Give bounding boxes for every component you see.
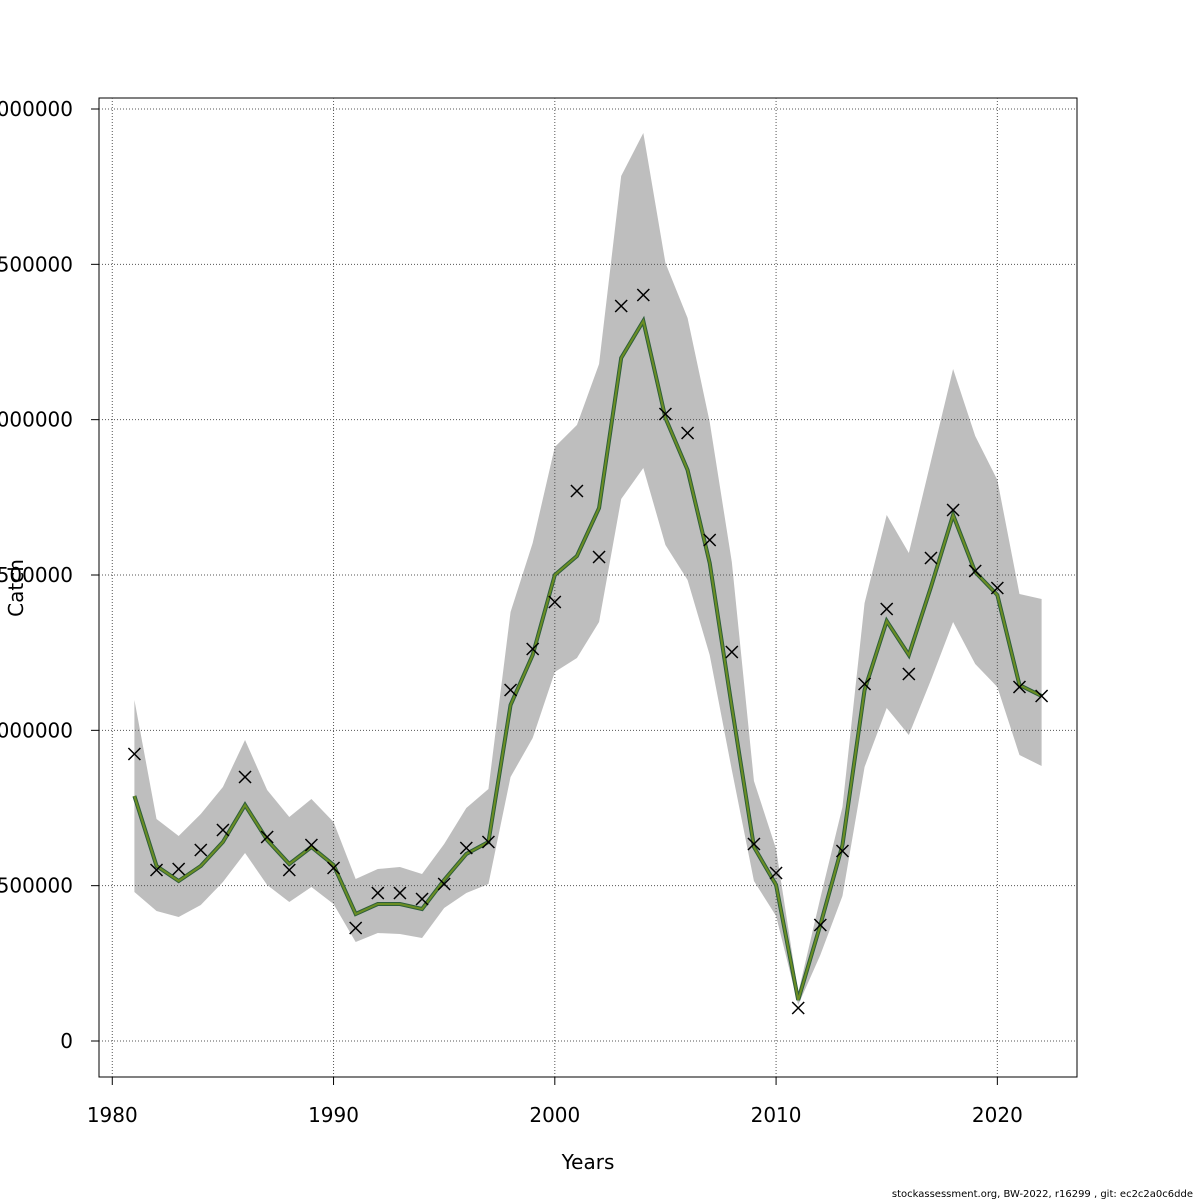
observed-point — [1035, 689, 1049, 703]
observed-point — [791, 1001, 805, 1015]
observed-point — [858, 677, 872, 691]
observed-point — [902, 667, 916, 681]
observed-point — [570, 484, 584, 498]
observed-point — [194, 843, 208, 857]
observed-point — [216, 823, 230, 837]
y-tick-label: 1000000 — [0, 718, 73, 742]
observed-point — [149, 863, 164, 877]
x-tick-label: 1990 — [308, 1103, 359, 1127]
footnote: stockassessment.org, BW-2022, r16299 , g… — [892, 1189, 1193, 1200]
observed-point — [371, 886, 385, 900]
fitted-line — [133, 318, 1043, 1001]
observed-point — [238, 770, 252, 784]
observed-point — [172, 862, 186, 876]
observed-point — [681, 426, 695, 440]
observed-point — [282, 863, 296, 877]
observed-point — [526, 642, 540, 656]
x-tick-label: 2020 — [972, 1103, 1023, 1127]
observed-point — [349, 921, 363, 935]
observed-point — [703, 533, 717, 547]
y-axis-label: Catch — [4, 559, 28, 617]
observed-point — [1012, 680, 1027, 694]
y-tick-label: 3000000 — [0, 97, 73, 121]
observed-point — [260, 830, 274, 844]
observed-point — [880, 602, 894, 616]
y-tick-label: 2500000 — [0, 252, 73, 276]
observed-point — [990, 581, 1004, 595]
observed-point — [437, 877, 451, 891]
y-tick-label: 0 — [60, 1029, 73, 1053]
plot-frame — [98, 97, 1078, 1078]
observed-point — [327, 861, 341, 875]
y-tick-label: 500000 — [0, 874, 73, 898]
observed-point — [658, 407, 672, 421]
observed-point — [813, 918, 827, 932]
observed-point — [548, 595, 562, 609]
x-tick-label: 2010 — [751, 1103, 802, 1127]
observed-point — [481, 835, 495, 849]
observed-point — [968, 564, 982, 578]
observed-point — [835, 844, 849, 858]
confidence-band — [134, 133, 1042, 1005]
x-axis-label: Years — [561, 1150, 615, 1174]
observed-point — [127, 747, 141, 761]
observed-point — [459, 841, 473, 855]
observed-point — [504, 683, 518, 697]
observed-point — [946, 503, 960, 517]
observed-point — [924, 551, 938, 565]
observed-point — [636, 288, 650, 302]
observed-point — [747, 837, 761, 851]
observed-point — [415, 892, 429, 906]
observed-point — [614, 299, 628, 313]
observed-point — [725, 645, 739, 659]
x-tick-label: 1980 — [87, 1103, 138, 1127]
x-tick-label: 2000 — [529, 1103, 580, 1127]
observed-point — [592, 550, 606, 564]
observed-point — [769, 866, 783, 880]
y-tick-label: 2000000 — [0, 408, 73, 432]
observed-point — [304, 838, 318, 852]
y-tick-label: 1500000 — [0, 563, 73, 587]
observed-point — [393, 886, 407, 900]
